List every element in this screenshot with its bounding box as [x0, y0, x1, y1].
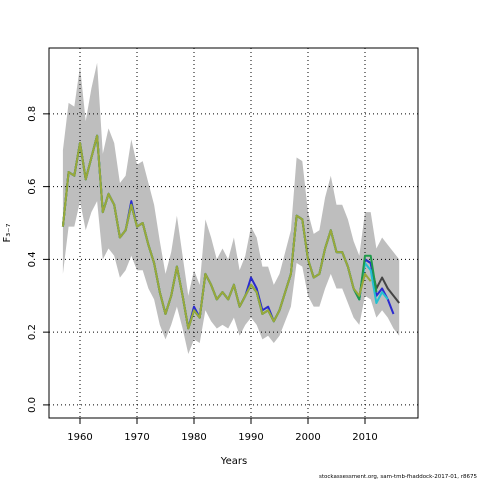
x-axis-label: Years	[220, 456, 247, 467]
y-tick-label: 0.4	[27, 251, 38, 267]
x-tick-label: 1970	[124, 432, 149, 443]
y-tick-label: 0.6	[27, 179, 38, 195]
footer: stockassessment.org, sam-tmb-fhaddock-20…	[319, 474, 478, 480]
confidence-band	[62, 62, 400, 354]
x-tick-label: 1980	[181, 432, 206, 443]
plot-frame	[48, 47, 419, 419]
series-line	[61, 134, 372, 330]
x-tick-label: 1990	[238, 432, 263, 443]
x-tick-label: 1960	[67, 432, 92, 443]
y-axis-label: F₃₋₇	[2, 223, 13, 242]
y-tick-label: 0.8	[27, 106, 38, 122]
x-tick-label: 2010	[352, 432, 377, 443]
x-tick-label: 2000	[295, 432, 320, 443]
y-tick-label: 0.2	[27, 324, 38, 340]
y-tick-label: 0.0	[27, 397, 38, 413]
